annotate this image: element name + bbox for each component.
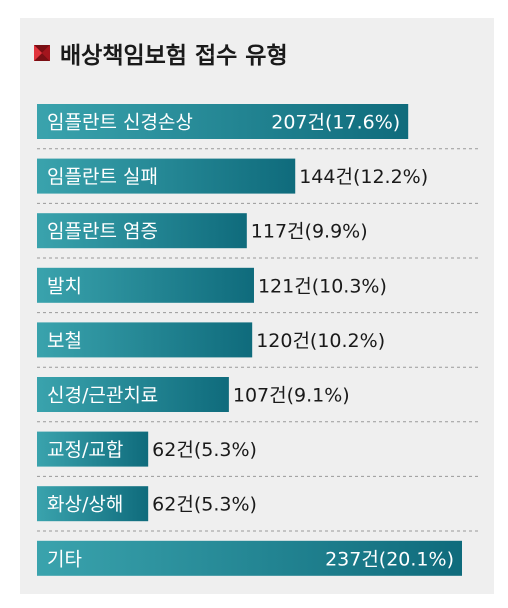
category-label: 임플란트 실패 [47,166,158,188]
bar-row: 임플란트 실패 144건(12.2%) [37,158,428,194]
category-label: 보철 [47,330,82,352]
red-envelope-icon [34,45,50,61]
bar [37,486,149,522]
bar [37,377,229,412]
bar-row: 신경/근관치료 107건(9.1%) [37,377,350,412]
value-label: 207건(17.6%) [271,112,400,134]
category-label: 임플란트 염증 [47,221,158,243]
category-label: 교정/교합 [47,439,123,461]
value-label: 117건(9.9%) [251,221,368,243]
category-label: 발치 [47,275,82,297]
bar-row: 발치 121건(10.3%) [37,267,387,303]
bar [37,540,462,576]
bar [37,431,149,467]
chart-header: 배상책임보험 접수 유형 [34,38,288,69]
bar [37,104,409,139]
value-label: 62건(5.3%) [152,439,257,461]
category-label: 기타 [47,548,82,570]
chart-title: 배상책임보험 접수 유형 [60,43,288,69]
value-label: 62건(5.3%) [152,494,257,516]
category-label: 임플란트 신경손상 [47,112,193,134]
value-label: 144건(12.2%) [299,166,428,188]
bar-row: 화상/상해 62건(5.3%) [37,486,257,522]
bar [37,158,296,194]
bar-row: 임플란트 신경손상 207건(17.6%) [37,104,409,139]
bar [37,322,253,358]
bar-row: 보철 120건(10.2%) [37,322,385,358]
value-label: 107건(9.1%) [233,385,350,407]
bar [37,267,254,303]
value-label: 121건(10.3%) [258,275,387,297]
bar-row: 기타 237건(20.1%) [37,540,462,576]
category-label: 화상/상해 [47,494,123,516]
bar-row: 교정/교합 62건(5.3%) [37,431,257,467]
value-label: 237건(20.1%) [325,548,454,570]
bar [37,213,247,249]
category-label: 신경/근관치료 [47,385,158,407]
bar-row: 임플란트 염증 117건(9.9%) [37,213,368,249]
value-label: 120건(10.2%) [256,330,385,352]
